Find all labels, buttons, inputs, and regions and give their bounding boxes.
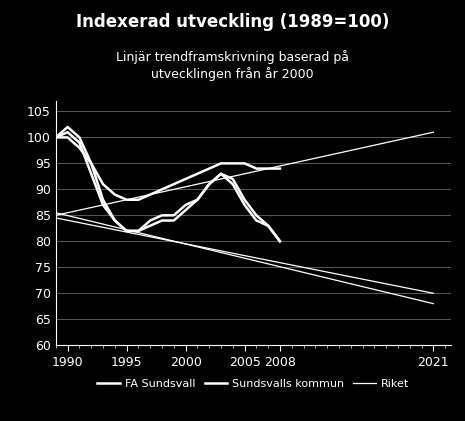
Legend: FA Sundsvall, Sundsvalls kommun, Riket: FA Sundsvall, Sundsvalls kommun, Riket <box>93 375 414 393</box>
Text: Indexerad utveckling (1989=100): Indexerad utveckling (1989=100) <box>76 13 389 31</box>
Text: Linjär trendframskrivning baserad på
utvecklingen från år 2000: Linjär trendframskrivning baserad på utv… <box>116 51 349 81</box>
